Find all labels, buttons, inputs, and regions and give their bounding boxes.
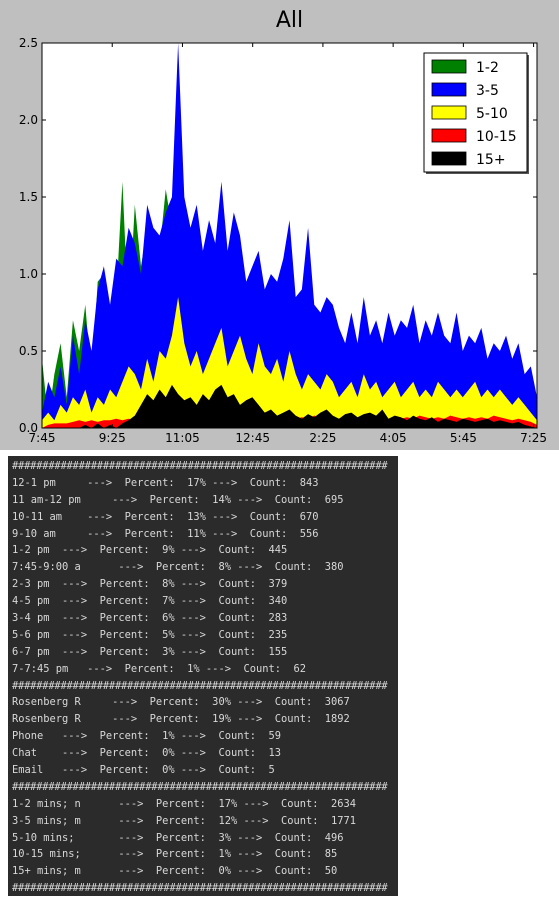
- legend-label-15+: 15+: [476, 152, 506, 168]
- separator-line: ########################################…: [12, 882, 388, 895]
- legend-swatch-5-10: [431, 105, 467, 120]
- x-tick-label: 12:45: [235, 431, 270, 445]
- chart-title: All: [276, 8, 303, 33]
- separator-line: ########################################…: [12, 780, 388, 793]
- legend-swatch-10-15: [431, 128, 467, 143]
- console-line: 1-2 mins; n ---> Percent: 17% ---> Count…: [12, 797, 357, 810]
- console-line: Phone ---> Percent: 1% ---> Count: 59: [12, 730, 281, 743]
- x-tick-label: 7:25: [520, 431, 547, 445]
- y-tick-label: 2.0: [19, 113, 38, 127]
- plot-frame: [41, 42, 538, 429]
- x-tick-label: 5:45: [450, 431, 477, 445]
- console-line: 4-5 pm ---> Percent: 7% ---> Count: 340: [12, 595, 288, 608]
- area-chart: All 0.0 0.5 1.0 1.5 2.0 2.5 7:45 9:25 11:05 12:45 2…: [19, 8, 547, 445]
- y-tick-label: 1.0: [19, 267, 38, 281]
- series-area-3-5: [42, 43, 537, 428]
- x-tick-label: 7:45: [29, 431, 56, 445]
- series-area-15+: [42, 384, 537, 428]
- legend-swatch-15+: [431, 151, 467, 166]
- figure: All 0.0 0.5 1.0 1.5 2.0 2.5 7:45 9:25 11:05 12:45 2…: [0, 0, 559, 450]
- console-line: 7-7:45 pm ---> Percent: 1% ---> Count: 6…: [12, 662, 307, 675]
- console-output: ########################################…: [8, 456, 398, 896]
- x-tick-label: 4:05: [380, 431, 407, 445]
- console-line: 11 am-12 pm ---> Percent: 14% ---> Count…: [12, 493, 344, 506]
- console-line: 3-4 pm ---> Percent: 6% ---> Count: 283: [12, 612, 288, 625]
- legend-swatch-1-2: [431, 59, 467, 74]
- console-line: 7:45-9:00 a ---> Percent: 8% ---> Count:…: [12, 561, 344, 574]
- console-line: 3-5 mins; m ---> Percent: 12% ---> Count…: [12, 814, 357, 827]
- legend-label-1-2: 1-2: [476, 60, 499, 76]
- y-tick-label: 1.5: [19, 190, 38, 204]
- separator-line: ########################################…: [12, 679, 388, 692]
- console-line: Chat ---> Percent: 0% ---> Count: 13: [12, 747, 281, 760]
- console-line: 2-3 pm ---> Percent: 8% ---> Count: 379: [12, 578, 288, 591]
- console-line: 6-7 pm ---> Percent: 3% ---> Count: 155: [12, 645, 288, 658]
- console-line: 15+ mins; m ---> Percent: 0% ---> Count:…: [12, 865, 338, 878]
- y-tick-label: 0.0: [19, 421, 38, 435]
- x-tick-label: 11:05: [165, 431, 200, 445]
- x-tick-label: 2:25: [309, 431, 336, 445]
- console-line: 9-10 am ---> Percent: 11% ---> Count: 55…: [12, 527, 319, 540]
- x-tick-label: 9:25: [99, 431, 126, 445]
- y-tick-label: 2.5: [19, 36, 38, 50]
- console-line: Rosenberg R ---> Percent: 30% ---> Count…: [12, 696, 350, 709]
- console-line: 1-2 pm ---> Percent: 9% ---> Count: 445: [12, 544, 288, 557]
- separator-line: ########################################…: [12, 460, 388, 472]
- console-line: 10-11 am ---> Percent: 13% ---> Count: 6…: [12, 510, 319, 523]
- console-line: 12-1 pm ---> Percent: 17% ---> Count: 84…: [12, 476, 319, 489]
- console-line: 10-15 mins; ---> Percent: 1% ---> Count:…: [12, 848, 338, 861]
- console-line: Email ---> Percent: 0% ---> Count: 5: [12, 764, 275, 777]
- console-line: 5-10 mins; ---> Percent: 3% ---> Count: …: [12, 831, 344, 844]
- legend-label-5-10: 5-10: [476, 106, 508, 122]
- legend-label-3-5: 3-5: [476, 83, 499, 99]
- y-tick-label: 0.5: [19, 344, 38, 358]
- legend-swatch-3-5: [431, 82, 467, 97]
- series-area-5-10: [42, 297, 537, 428]
- legend-label-10-15: 10-15: [476, 129, 517, 145]
- console-line: 5-6 pm ---> Percent: 5% ---> Count: 235: [12, 628, 288, 641]
- console-line: Rosenberg R ---> Percent: 19% ---> Count…: [12, 713, 350, 726]
